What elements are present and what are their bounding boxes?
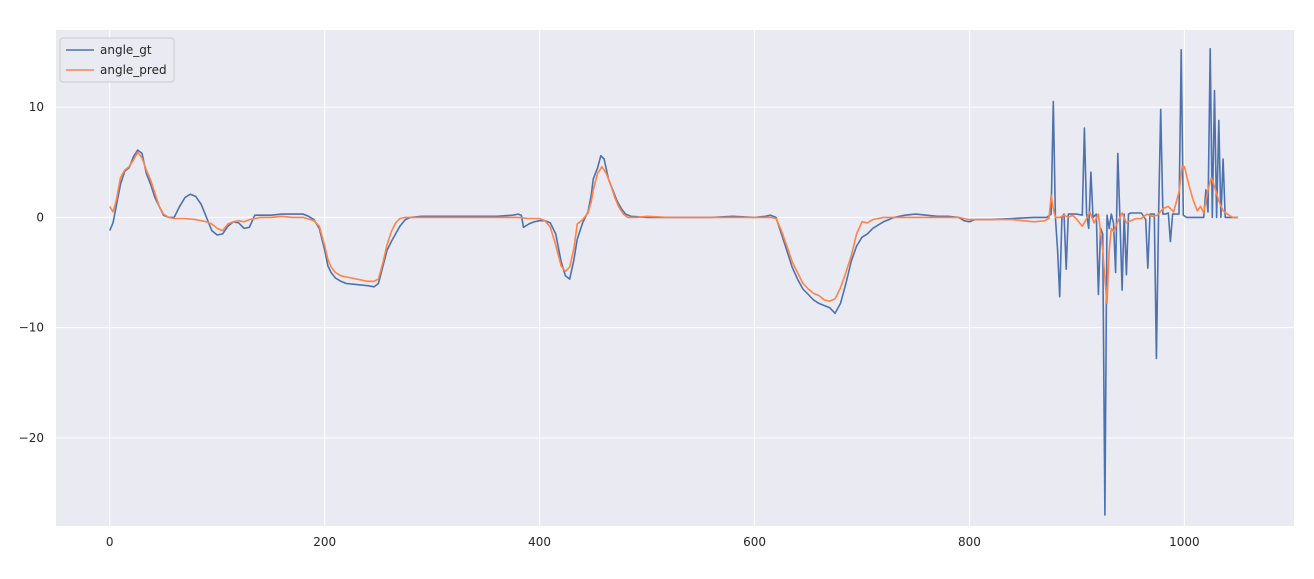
legend-label-angle-gt: angle_gt	[100, 43, 152, 57]
plot-area	[56, 30, 1294, 526]
x-tick-label: 400	[528, 535, 551, 549]
y-axis-ticks: −20 −10 0 10	[19, 100, 44, 445]
x-axis-ticks: 0 200 400 600 800 1000	[106, 535, 1200, 549]
series-line-angle-gt	[108, 47, 1239, 516]
y-tick-label: 0	[36, 210, 44, 224]
series-line-angle-pred	[109, 151, 1239, 305]
x-tick-label: 0	[106, 535, 114, 549]
y-tick-label: −10	[19, 321, 44, 335]
x-tick-label: 800	[958, 535, 981, 549]
x-tick-label: 200	[313, 535, 336, 549]
y-tick-label: 10	[29, 100, 44, 114]
x-tick-label: 1000	[1169, 535, 1200, 549]
legend-label-angle-pred: angle_pred	[100, 63, 167, 77]
legend-box	[59, 37, 175, 83]
legend: angle_gt angle_pred	[59, 37, 175, 83]
y-tick-label: −20	[19, 431, 44, 445]
x-tick-label: 600	[743, 535, 766, 549]
series	[108, 47, 1239, 516]
